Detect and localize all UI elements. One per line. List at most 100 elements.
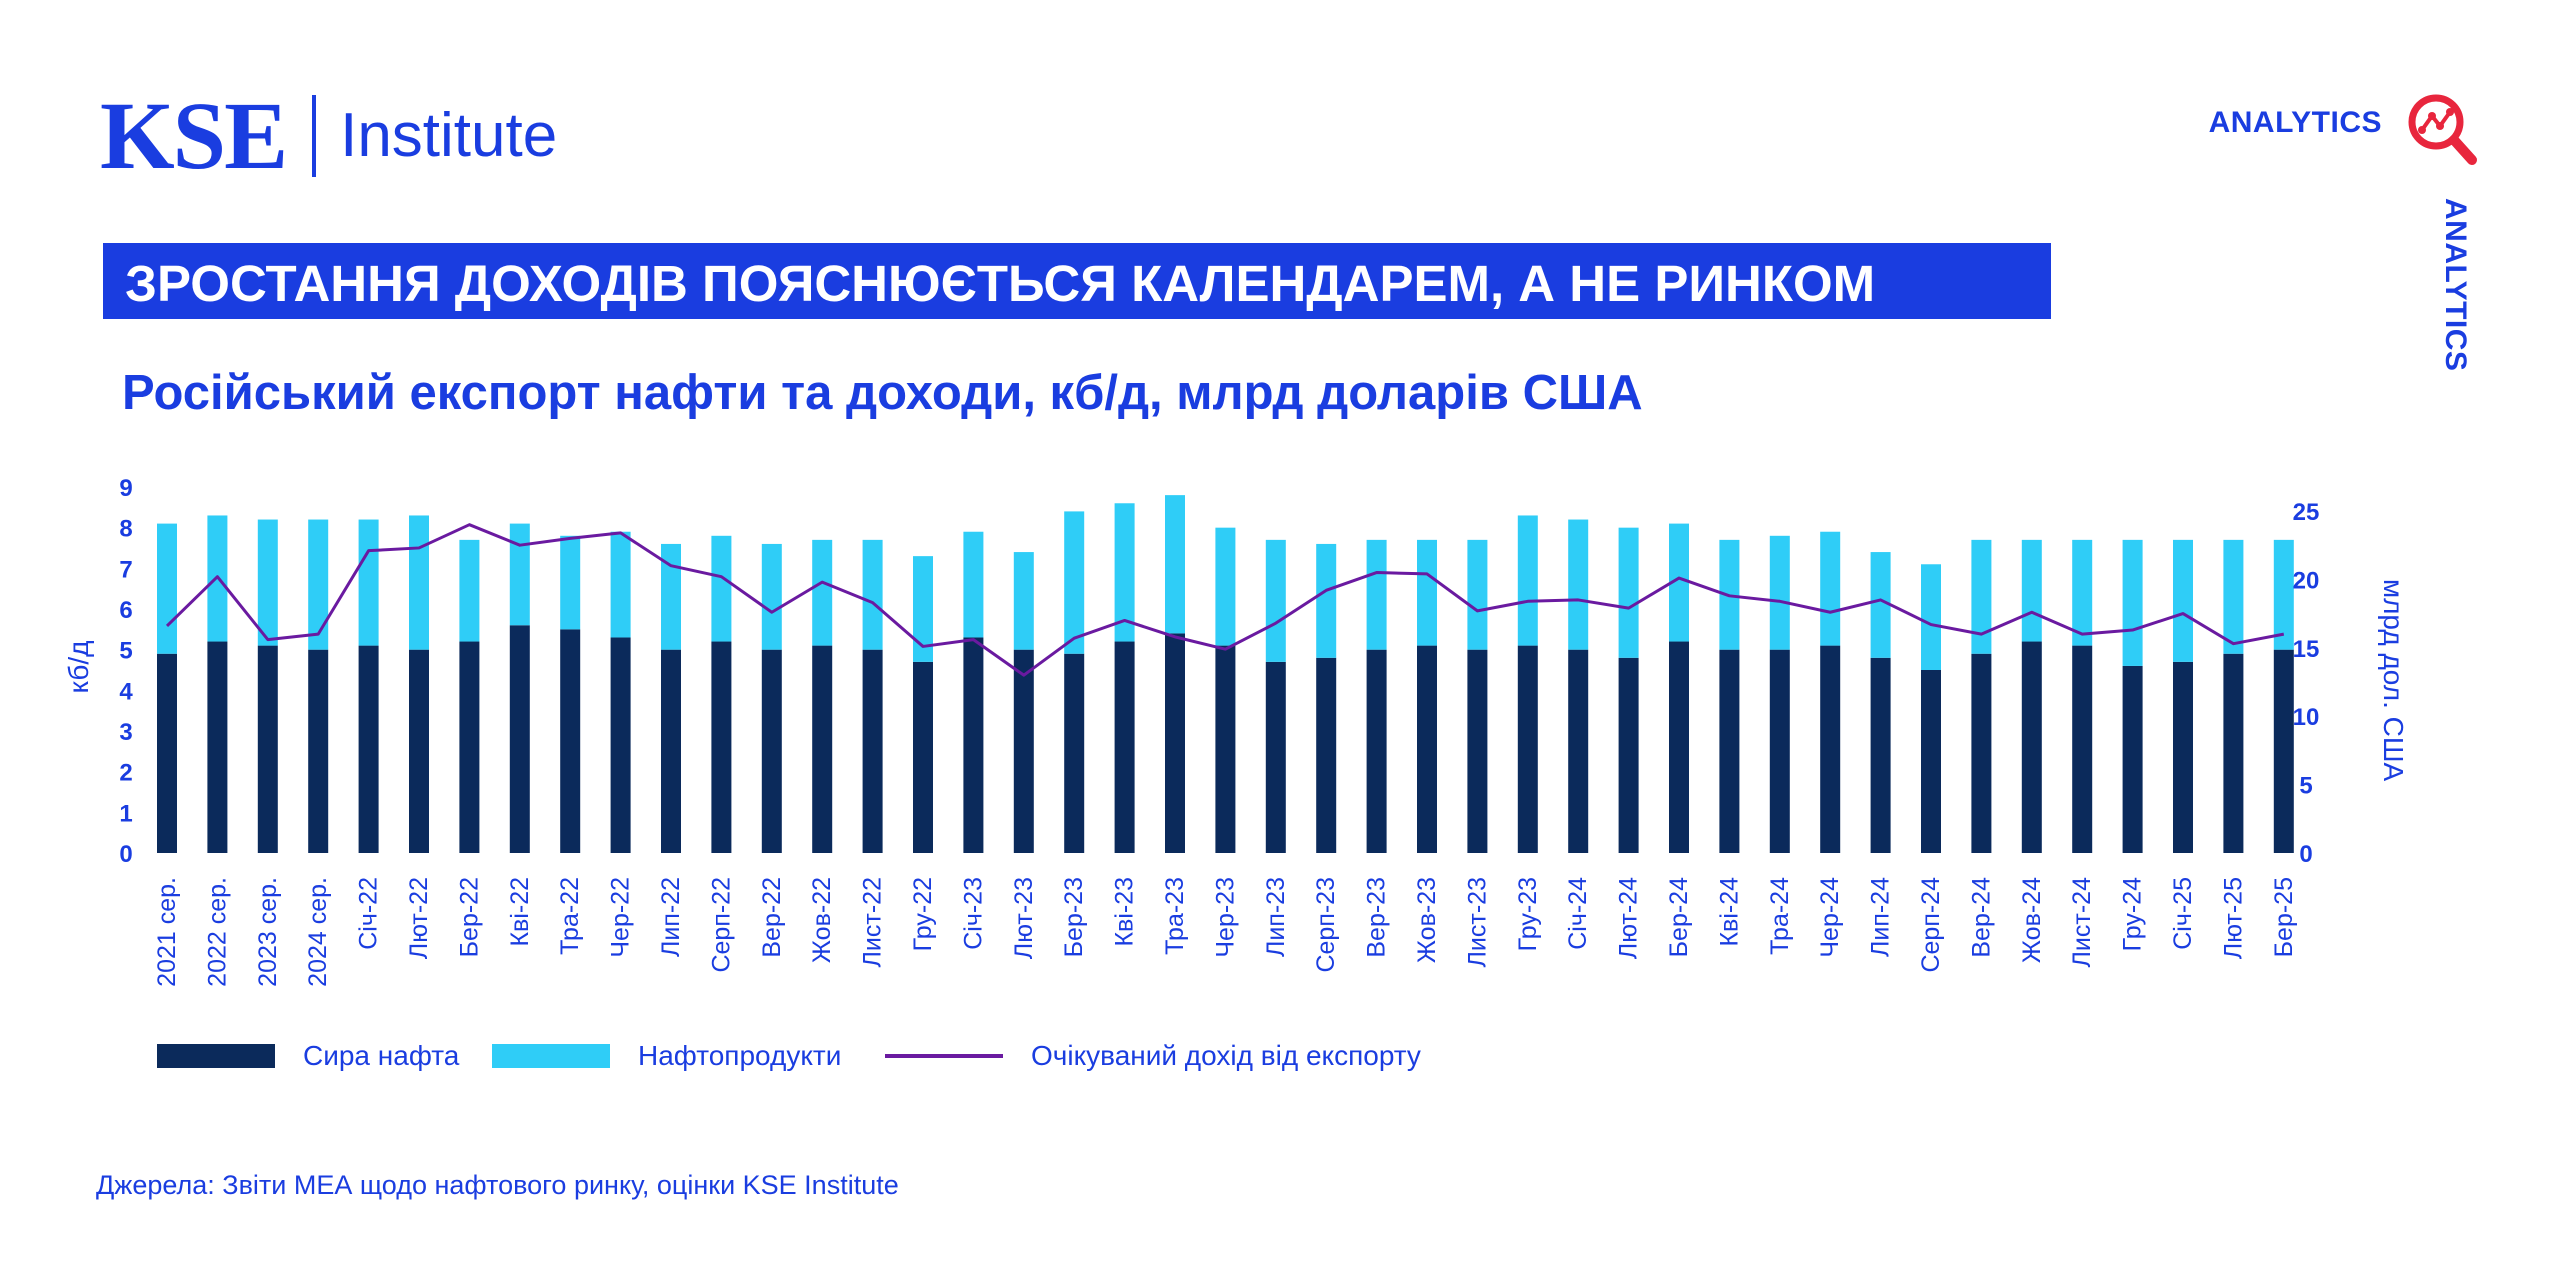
bar-crude xyxy=(1114,641,1135,853)
right-axis-ticks: 0 5 10 15 20 25 xyxy=(2293,499,2320,868)
bar-products xyxy=(1215,527,1236,646)
chart-subtitle: Російський експорт нафти та доходи, кб/д… xyxy=(122,366,1643,420)
x-tick-label: Січ-23 xyxy=(959,877,987,950)
logo-divider xyxy=(312,95,317,177)
bar-crude xyxy=(1971,653,1992,853)
bar-crude xyxy=(1064,653,1085,853)
bar-crude xyxy=(661,649,681,853)
bar-crude xyxy=(862,649,883,853)
y-tick-label: 4 xyxy=(119,678,133,705)
x-tick-label: Жов-22 xyxy=(808,877,836,963)
y2-axis-label: млрд дол. США xyxy=(2378,579,2409,782)
bar-crude xyxy=(2173,661,2193,853)
bar-products xyxy=(2223,539,2244,654)
legend-revenue: Очікуваний дохід від експорту xyxy=(885,1040,1421,1072)
x-tick-label: Вер-22 xyxy=(758,877,786,958)
bar-crude xyxy=(1618,657,1639,853)
bar-crude xyxy=(1517,645,1538,853)
analytics-vertical-label: ANALYTICS xyxy=(2439,198,2472,372)
y-tick-label: 9 xyxy=(119,475,132,502)
bar-products xyxy=(1417,539,1437,646)
bar-crude xyxy=(1820,645,1841,853)
bar-products xyxy=(1265,539,1286,662)
bar-products xyxy=(1568,519,1589,650)
x-tick-label: Кві-24 xyxy=(1715,877,1743,947)
y2-tick-label: 0 xyxy=(2299,841,2312,868)
bar-products xyxy=(963,531,984,638)
bar-products xyxy=(1517,515,1538,646)
legend-products-swatch xyxy=(492,1044,610,1068)
x-tick-label: 2022 сер. xyxy=(203,877,231,987)
revenue-line xyxy=(165,523,2285,677)
combo-chart: 0 1 2 3 4 5 6 7 8 9 0 5 10 15 20 25 2021 сер. 2022 сер.… xyxy=(63,475,2409,987)
x-tick-label: Жов-23 xyxy=(1413,877,1441,963)
y-axis-label: кб/д xyxy=(63,640,94,693)
bar-products xyxy=(1669,523,1689,642)
bar-crude xyxy=(459,641,480,853)
bar-products xyxy=(459,539,480,642)
y-tick-label: 1 xyxy=(119,800,132,827)
x-tick-label: Гру-24 xyxy=(2119,877,2147,951)
bar-products xyxy=(862,539,883,650)
bar-crude xyxy=(2072,645,2093,853)
bar-crude xyxy=(257,645,278,853)
y2-tick-label: 10 xyxy=(2293,704,2320,731)
bar-products xyxy=(1870,552,1891,658)
bar-products xyxy=(2273,539,2294,650)
bar-crude xyxy=(2273,649,2294,853)
bar-products xyxy=(1820,531,1841,646)
legend-revenue-swatch xyxy=(885,1054,1003,1058)
bar-crude xyxy=(409,649,429,853)
x-tick-label: Вер-24 xyxy=(1967,877,1995,958)
x-tick-label: Чер-23 xyxy=(1211,877,1239,958)
bar-products xyxy=(1114,503,1135,642)
bar-crude xyxy=(560,629,581,853)
legend-revenue-label: Очікуваний дохід від експорту xyxy=(1031,1040,1421,1071)
x-tick-label: Кві-22 xyxy=(506,877,534,947)
x-tick-label: Чер-24 xyxy=(1816,877,1844,958)
x-tick-label: Січ-22 xyxy=(355,877,383,950)
y-tick-label: 7 xyxy=(119,556,132,583)
y-tick-label: 0 xyxy=(119,841,132,868)
bar-crude xyxy=(2021,641,2042,853)
bar-crude xyxy=(1467,649,1488,853)
y-tick-label: 5 xyxy=(119,638,132,665)
x-tick-label: Вер-23 xyxy=(1363,877,1391,958)
bar-crude xyxy=(812,645,833,853)
bar-products xyxy=(711,535,732,642)
x-tick-label: Лют-24 xyxy=(1615,877,1643,959)
x-tick-label: Лип-24 xyxy=(1867,877,1895,957)
bar-products xyxy=(1769,535,1790,650)
logo-kse-text: KSE xyxy=(100,82,288,189)
analytics-label: ANALYTICS xyxy=(2208,106,2382,139)
x-tick-label: Тра-23 xyxy=(1161,877,1189,955)
left-axis-ticks: 0 1 2 3 4 5 6 7 8 9 xyxy=(119,475,133,868)
x-tick-label: Серп-23 xyxy=(1312,877,1340,973)
bar-crude xyxy=(1719,649,1740,853)
y-tick-label: 6 xyxy=(119,597,132,624)
bar-crude xyxy=(1568,649,1589,853)
analytics-magnifier-icon xyxy=(2408,94,2477,165)
x-tick-label: Січ-25 xyxy=(2169,877,2197,950)
bar-products xyxy=(610,531,631,638)
bar-crude xyxy=(963,637,984,853)
y-tick-label: 3 xyxy=(119,719,132,746)
bar-crude xyxy=(157,653,177,853)
bar-crude xyxy=(1013,649,1034,853)
x-tick-label: Лист-22 xyxy=(859,877,887,967)
kse-logo: KSE Institute xyxy=(100,88,557,184)
legend-products: Нафтопродукти xyxy=(492,1040,841,1072)
bar-products xyxy=(358,519,379,646)
bar-crude xyxy=(1669,641,1689,853)
bar-products xyxy=(409,515,429,650)
bar-products xyxy=(1316,543,1337,658)
bar-crude xyxy=(761,649,782,853)
y2-tick-label: 20 xyxy=(2293,567,2320,594)
x-tick-label: Бер-24 xyxy=(1665,877,1693,957)
x-tick-label: 2023 сер. xyxy=(254,877,282,987)
x-tick-label: Бер-25 xyxy=(2270,877,2298,957)
bar-crude xyxy=(2122,665,2143,853)
x-tick-label: Лют-23 xyxy=(1010,877,1038,959)
y2-tick-label: 25 xyxy=(2293,499,2320,526)
bar-products xyxy=(913,556,933,662)
